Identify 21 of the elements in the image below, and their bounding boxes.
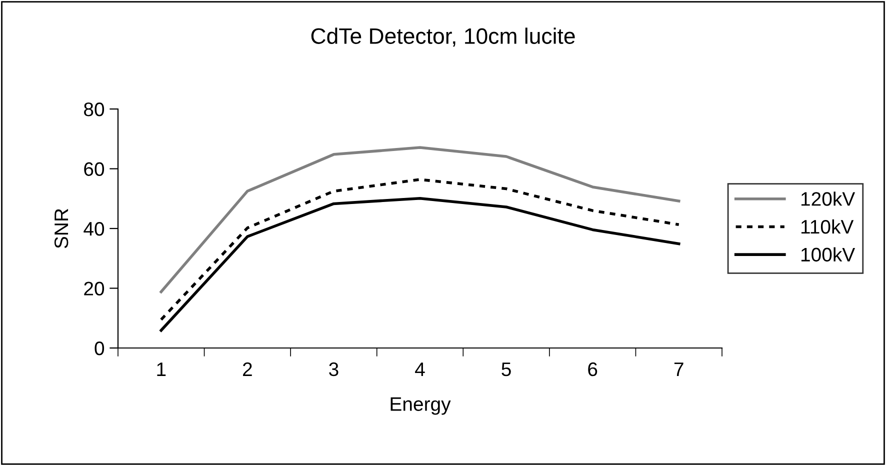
x-axis-title: Energy: [390, 397, 451, 415]
y-tick-label: 40: [84, 222, 104, 236]
x-tick-label: 3: [329, 362, 338, 376]
line-series: [160, 178, 680, 322]
y-tick-label: 60: [84, 162, 104, 176]
legend-label: 120kV: [801, 192, 856, 206]
line-series: [160, 146, 680, 294]
x-tick-label: 2: [243, 362, 252, 376]
legend-label: 110kV: [801, 219, 854, 234]
y-tick-label: 0: [94, 341, 104, 356]
chart-title: CdTe Detector, 10cm lucite: [311, 28, 575, 47]
legend-label: 100kV: [801, 247, 856, 262]
x-tick-label: 7: [674, 362, 684, 376]
x-tick-label: 5: [502, 362, 511, 376]
y-tick-label: 80: [84, 102, 104, 116]
y-axis-title: SNR: [54, 208, 68, 248]
line-series: [160, 196, 680, 332]
x-tick-label: 1: [157, 362, 166, 376]
x-tick-label: 4: [415, 362, 425, 376]
x-tick-label: 6: [588, 362, 598, 376]
y-tick-label: 20: [84, 282, 104, 296]
